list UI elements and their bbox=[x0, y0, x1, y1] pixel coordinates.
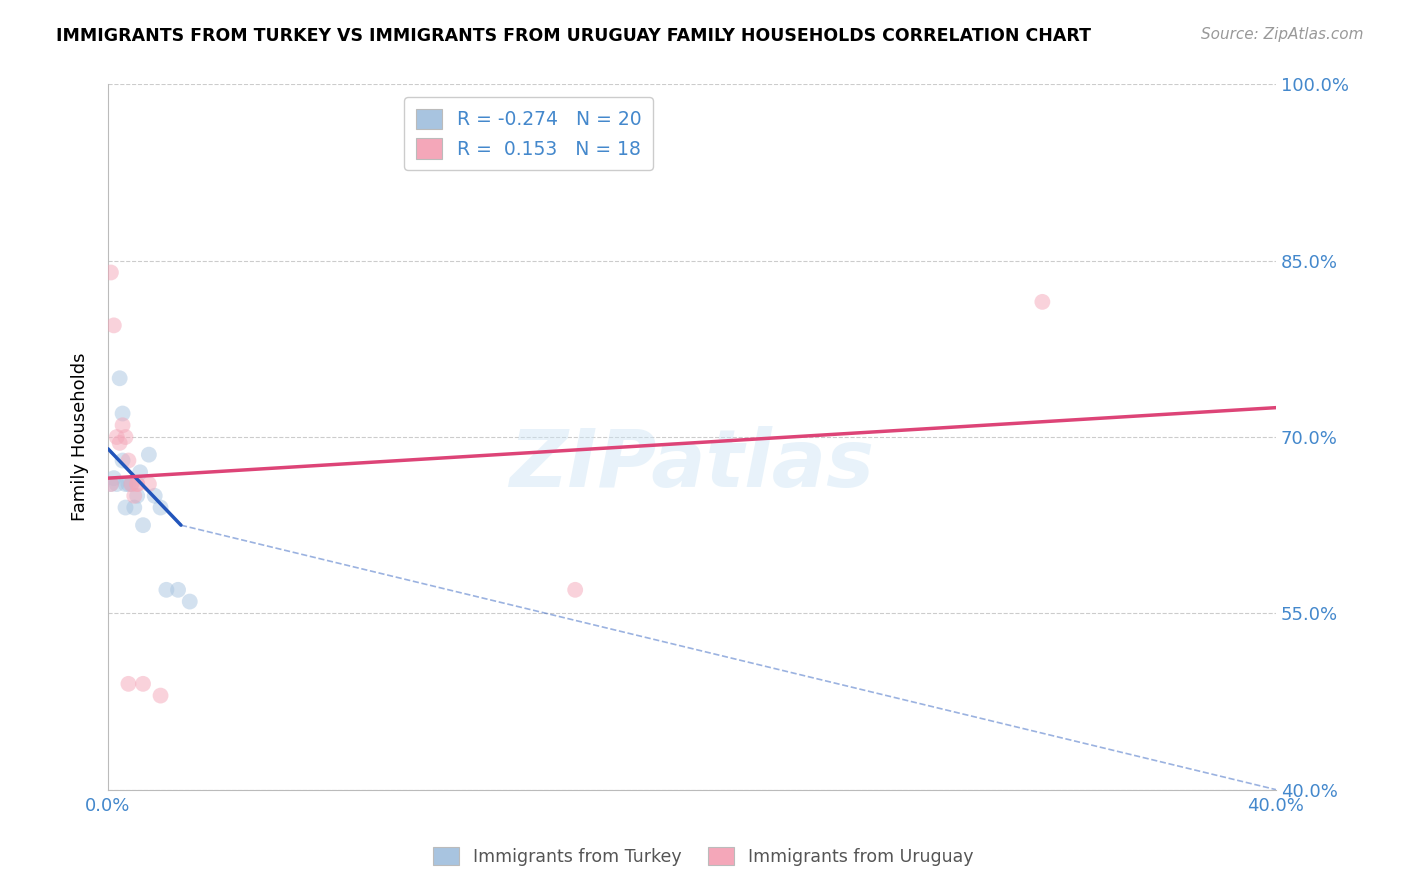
Point bbox=[117, 453, 139, 467]
Point bbox=[114, 477, 136, 491]
Point bbox=[127, 489, 149, 503]
Point bbox=[111, 418, 134, 433]
Y-axis label: Family Households: Family Households bbox=[72, 352, 89, 521]
Point bbox=[103, 471, 125, 485]
Point bbox=[138, 448, 160, 462]
Point bbox=[132, 677, 155, 691]
Point bbox=[138, 477, 160, 491]
Legend: Immigrants from Turkey, Immigrants from Uruguay: Immigrants from Turkey, Immigrants from … bbox=[426, 840, 980, 872]
Text: ZIPatlas: ZIPatlas bbox=[509, 426, 875, 504]
Point bbox=[100, 477, 122, 491]
Point bbox=[105, 477, 128, 491]
Text: Source: ZipAtlas.com: Source: ZipAtlas.com bbox=[1201, 27, 1364, 42]
Point bbox=[149, 500, 172, 515]
Point bbox=[132, 518, 155, 533]
Point bbox=[111, 407, 134, 421]
Point bbox=[1031, 294, 1053, 309]
Point bbox=[127, 477, 149, 491]
Legend: R = -0.274   N = 20, R =  0.153   N = 18: R = -0.274 N = 20, R = 0.153 N = 18 bbox=[405, 97, 652, 170]
Point bbox=[100, 265, 122, 279]
Point bbox=[103, 318, 125, 333]
Point bbox=[117, 677, 139, 691]
Point bbox=[100, 477, 122, 491]
Point bbox=[564, 582, 586, 597]
Point bbox=[108, 371, 131, 385]
Point bbox=[120, 477, 142, 491]
Point bbox=[120, 477, 142, 491]
Point bbox=[105, 430, 128, 444]
Point bbox=[155, 582, 177, 597]
Point bbox=[114, 500, 136, 515]
Point bbox=[179, 594, 201, 608]
Point bbox=[167, 582, 190, 597]
Point bbox=[108, 436, 131, 450]
Point bbox=[149, 689, 172, 703]
Point bbox=[129, 465, 152, 479]
Point bbox=[122, 489, 145, 503]
Text: IMMIGRANTS FROM TURKEY VS IMMIGRANTS FROM URUGUAY FAMILY HOUSEHOLDS CORRELATION : IMMIGRANTS FROM TURKEY VS IMMIGRANTS FRO… bbox=[56, 27, 1091, 45]
Point bbox=[111, 453, 134, 467]
Point bbox=[122, 500, 145, 515]
Point bbox=[114, 430, 136, 444]
Point bbox=[117, 477, 139, 491]
Point bbox=[143, 489, 166, 503]
Point bbox=[127, 477, 149, 491]
